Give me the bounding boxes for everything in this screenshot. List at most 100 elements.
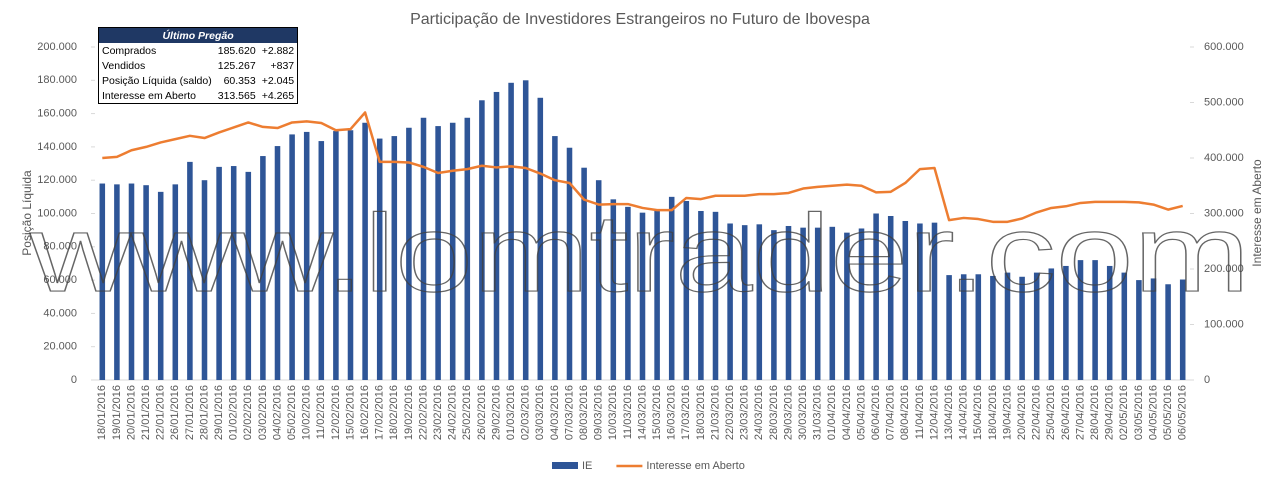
x-tick-label: 04/05/2016 xyxy=(1147,385,1159,440)
x-tick-label: 22/02/2016 xyxy=(417,385,429,440)
bar xyxy=(581,167,587,380)
bar xyxy=(800,227,806,380)
x-tick-label: 24/03/2016 xyxy=(753,385,765,440)
bar xyxy=(1121,272,1128,380)
bar xyxy=(318,141,325,380)
y2-tick-label: 0 xyxy=(1204,374,1210,386)
x-tick-label: 15/03/2016 xyxy=(651,385,663,440)
bar xyxy=(829,226,836,380)
x-tick-label: 25/04/2016 xyxy=(1045,385,1057,440)
bar xyxy=(99,183,106,380)
x-tick-label: 11/02/2016 xyxy=(315,385,327,439)
bar xyxy=(756,224,763,380)
x-tick-label: 01/02/2016 xyxy=(228,385,240,440)
x-tick-label: 02/05/2016 xyxy=(1118,385,1130,440)
x-tick-label: 14/03/2016 xyxy=(636,385,648,440)
watermark: www.lomtrader.com xyxy=(29,192,1250,315)
bar xyxy=(639,212,646,380)
bar xyxy=(362,122,368,380)
y2-tick-label: 500.000 xyxy=(1204,96,1244,108)
bar xyxy=(128,183,135,380)
x-tick-label: 15/02/2016 xyxy=(344,385,356,440)
x-tick-label: 26/01/2016 xyxy=(169,385,181,440)
bar xyxy=(960,274,967,380)
bar xyxy=(508,82,514,381)
legend-label: Interesse em Aberto xyxy=(646,460,744,472)
x-tick-label: 27/01/2016 xyxy=(184,385,196,440)
y-axis-label: Posição Líquida xyxy=(20,170,34,256)
bar xyxy=(289,134,295,380)
table-cell: Vendidos xyxy=(102,59,146,72)
x-tick-label: 18/04/2016 xyxy=(987,385,999,440)
y2-tick-label: 400.000 xyxy=(1204,152,1244,164)
bar xyxy=(1048,268,1055,380)
chart-title: Participação de Investidores Estrangeiro… xyxy=(410,11,870,28)
table-cell: +837 xyxy=(270,59,295,72)
x-tick-label: 04/02/2016 xyxy=(271,385,283,440)
bar xyxy=(1165,284,1171,380)
x-tick-label: 07/03/2016 xyxy=(563,385,575,440)
bar xyxy=(1033,272,1040,380)
bar xyxy=(814,227,821,380)
bar xyxy=(347,130,354,380)
table-cell: 60.353 xyxy=(223,74,256,87)
x-tick-label: 14/04/2016 xyxy=(958,385,970,440)
bar xyxy=(537,97,544,380)
x-tick-label: 06/04/2016 xyxy=(870,385,882,440)
x-tick-label: 03/03/2016 xyxy=(534,385,546,440)
x-tick-label: 08/03/2016 xyxy=(578,385,590,440)
x-tick-label: 26/04/2016 xyxy=(1060,385,1072,440)
table-cell: 125.267 xyxy=(217,59,256,72)
y-tick-label: 180.000 xyxy=(37,74,77,86)
x-tick-label: 30/03/2016 xyxy=(797,385,809,440)
x-tick-label: 06/05/2016 xyxy=(1177,385,1189,440)
bar xyxy=(595,180,602,380)
bar xyxy=(741,225,748,380)
x-tick-label: 13/04/2016 xyxy=(943,385,955,440)
x-tick-label: 05/02/2016 xyxy=(286,385,298,440)
bar xyxy=(435,126,441,381)
x-tick-label: 08/04/2016 xyxy=(899,385,911,440)
bar xyxy=(727,223,733,380)
bar xyxy=(698,211,704,380)
bar xyxy=(785,225,792,380)
bar xyxy=(1092,260,1098,380)
x-tick-label: 29/03/2016 xyxy=(782,385,794,440)
table-cell: Posição Líquida (saldo) xyxy=(102,74,212,87)
x-tick-label: 04/04/2016 xyxy=(841,385,853,440)
bar xyxy=(990,275,996,380)
bar xyxy=(376,138,383,380)
legend-label: IE xyxy=(582,460,592,472)
bar xyxy=(858,228,865,380)
summary-table: Último Pregão Comprados 185.620 +2.882 Vend… xyxy=(98,27,299,104)
table-cell: 313.565 xyxy=(217,89,256,102)
table-row: Posição Líquida (saldo) 60.353 +2.045 xyxy=(99,73,298,88)
bar xyxy=(230,166,237,380)
x-tick-label: 18/03/2016 xyxy=(695,385,707,440)
y-tick-label: 120.000 xyxy=(37,174,77,186)
bar xyxy=(406,127,412,380)
x-tick-label: 21/03/2016 xyxy=(709,385,721,440)
x-tick-label: 01/03/2016 xyxy=(505,385,517,440)
x-tick-label: 03/05/2016 xyxy=(1133,385,1145,440)
table-cell: +4.265 xyxy=(261,89,295,102)
x-tick-label: 18/01/2016 xyxy=(96,385,108,440)
bar xyxy=(464,117,471,380)
bar xyxy=(683,201,690,380)
bar xyxy=(303,131,310,380)
x-tick-label: 03/02/2016 xyxy=(257,385,269,440)
x-tick-label: 28/03/2016 xyxy=(768,385,780,440)
bar xyxy=(887,215,894,380)
x-tick-label: 05/05/2016 xyxy=(1162,385,1174,440)
bar xyxy=(668,196,675,380)
bar xyxy=(1019,276,1025,380)
bar xyxy=(479,100,485,380)
bar xyxy=(245,171,252,380)
x-tick-label: 22/04/2016 xyxy=(1031,385,1043,440)
x-tick-label: 10/02/2016 xyxy=(301,385,313,440)
bar xyxy=(566,147,573,380)
x-tick-label: 20/04/2016 xyxy=(1016,385,1028,440)
x-tick-label: 28/01/2016 xyxy=(198,385,210,440)
